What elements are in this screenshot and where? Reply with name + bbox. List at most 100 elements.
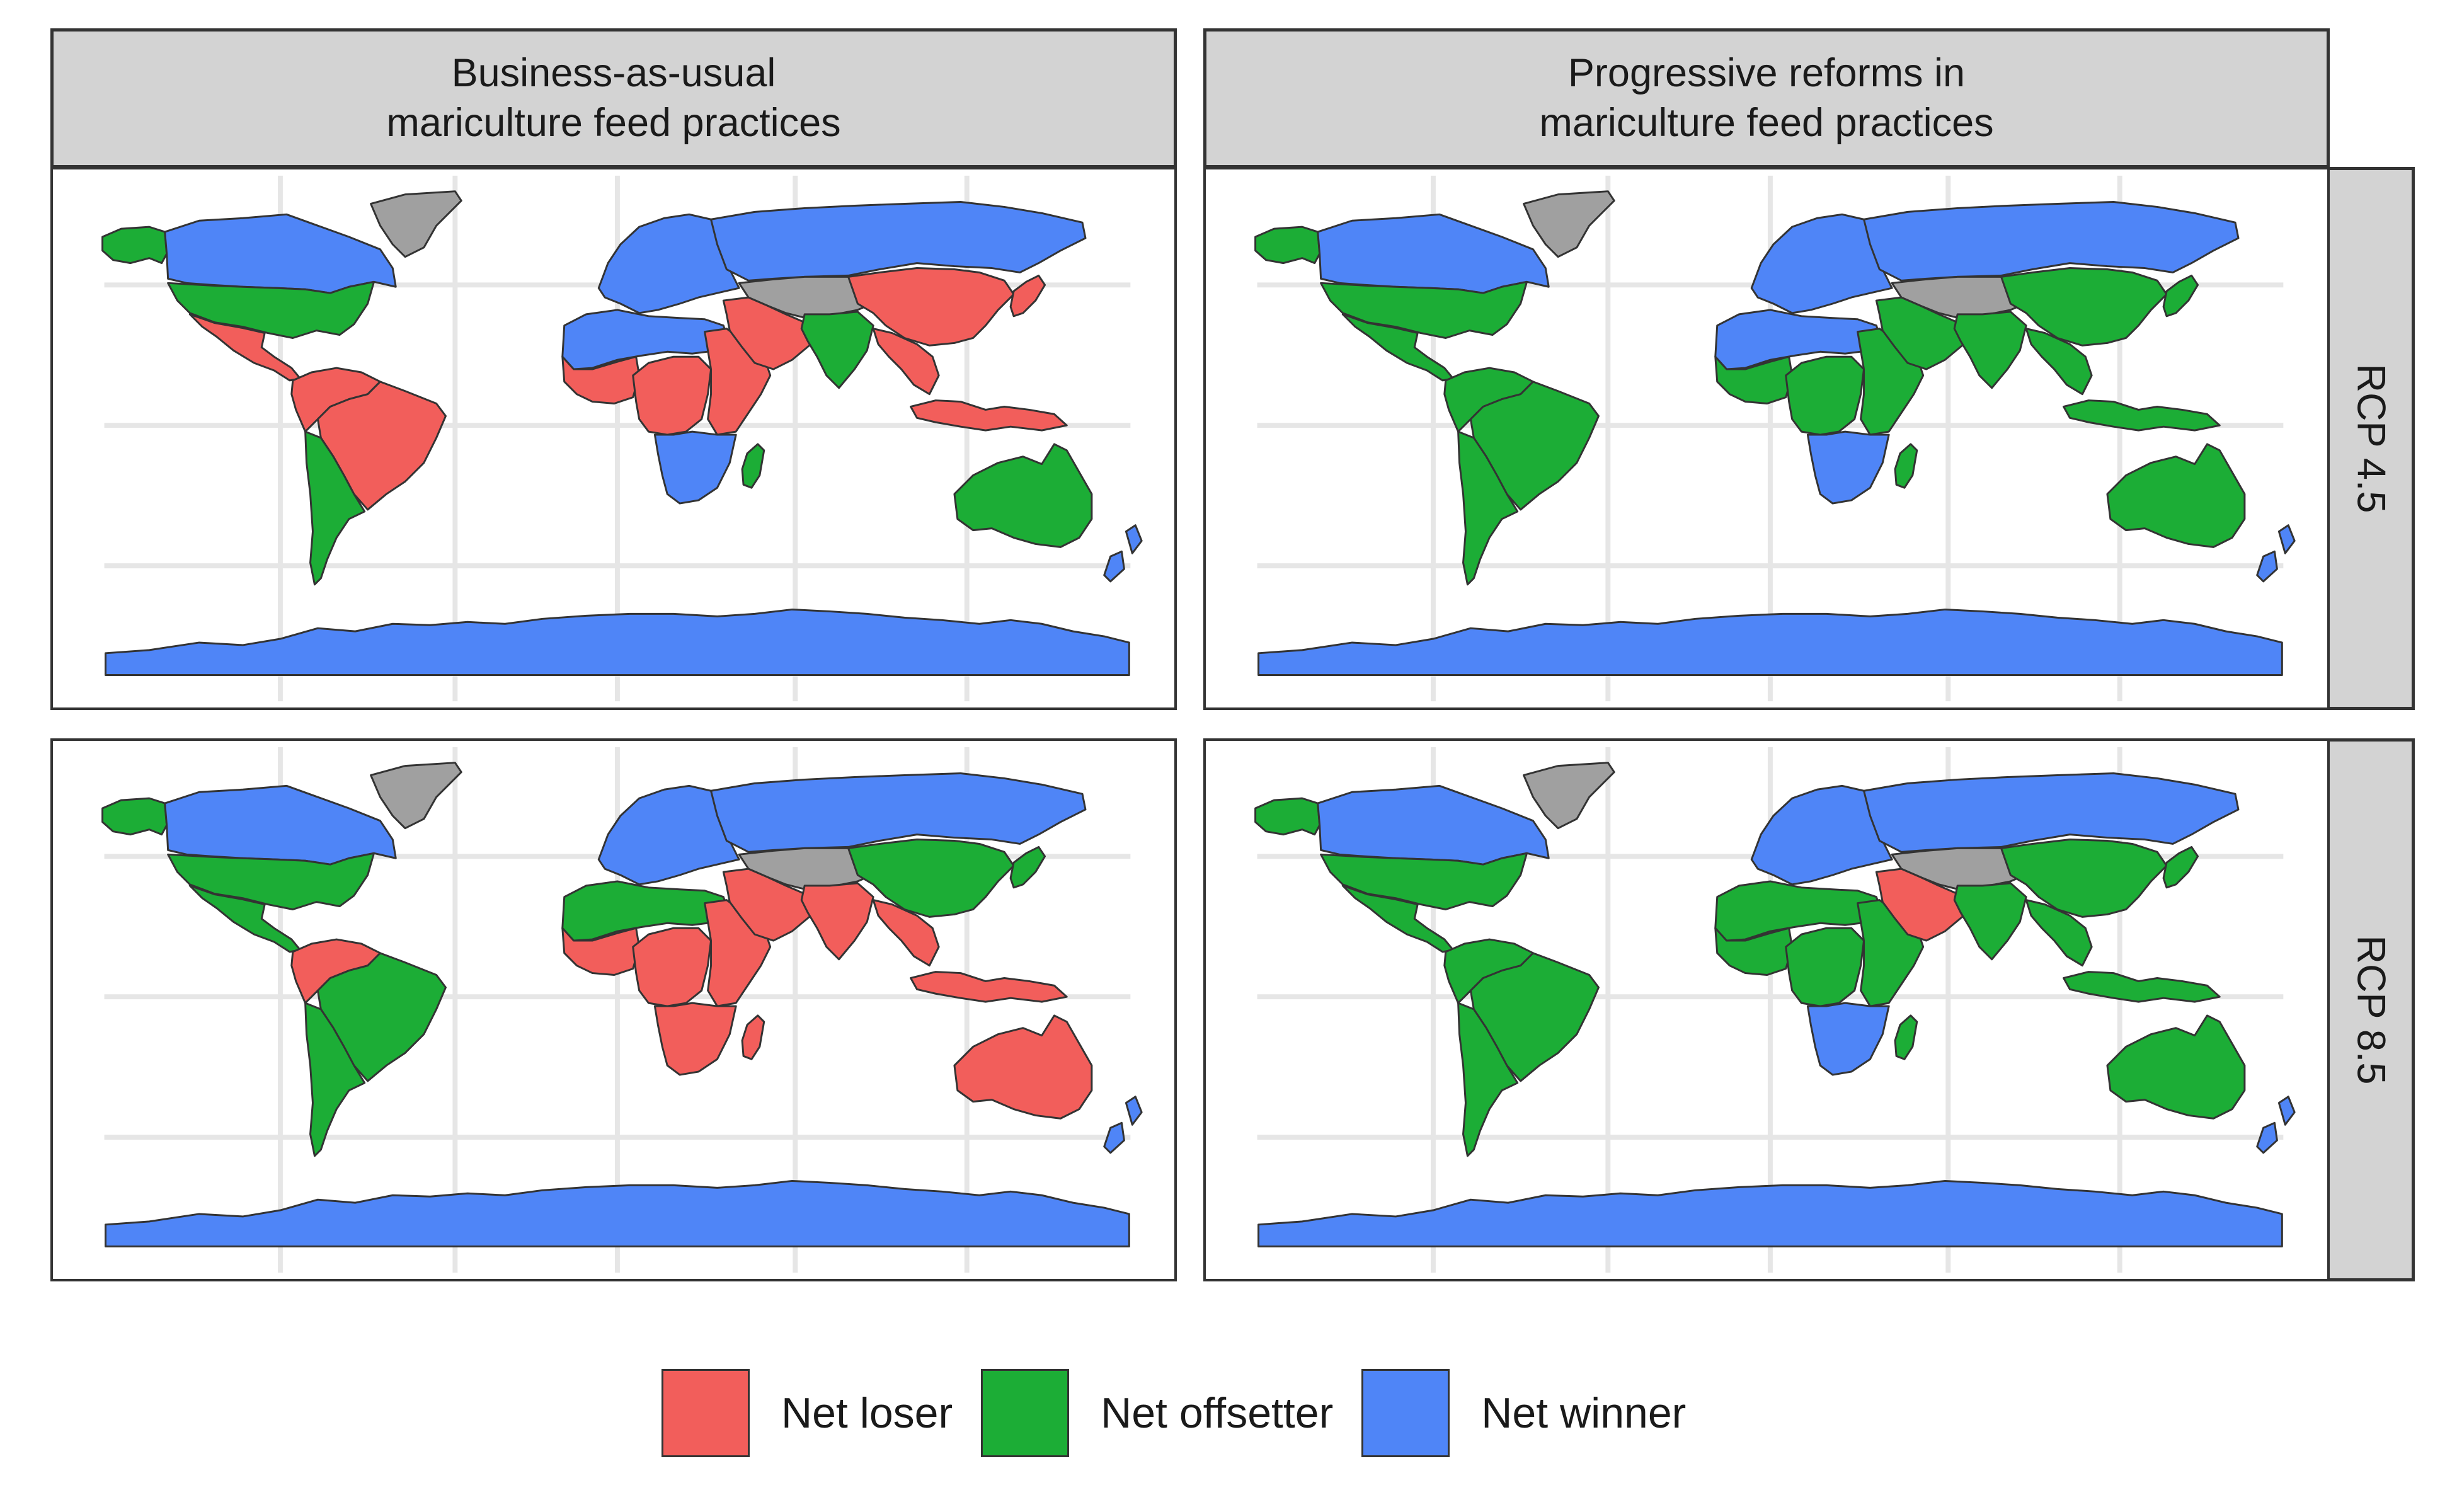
legend-item-net-offsetter: Net offsetter	[981, 1369, 1333, 1457]
region-southeast-asia	[872, 899, 940, 967]
column-label: Progressive reforms in mariculture feed …	[1539, 51, 1994, 145]
region-australia	[2106, 443, 2246, 548]
column-strip-progressive-reforms: Progressive reforms in mariculture feed …	[1203, 28, 2330, 168]
region-middle-east	[722, 296, 812, 370]
region-north-america	[164, 213, 397, 294]
region-europe	[597, 784, 740, 886]
region-russia	[710, 772, 1087, 853]
region-australia	[953, 1014, 1093, 1120]
row-strip-rcp-8-5: RCP 8.5	[2327, 738, 2415, 1281]
region-russia	[710, 201, 1087, 282]
region-north-america	[1317, 784, 1550, 866]
region-southeast-asia	[2025, 328, 2093, 396]
region-india	[800, 882, 874, 961]
region-alaska	[1254, 797, 1321, 836]
legend-item-net-winner: Net winner	[1361, 1369, 1686, 1457]
region-south-america-south	[304, 430, 366, 586]
legend-label: Net offsetter	[1101, 1389, 1334, 1437]
region-china	[847, 839, 1015, 918]
region-russia	[1863, 201, 2240, 282]
legend-key-net-winner	[1361, 1369, 1450, 1457]
region-alaska	[1254, 226, 1321, 265]
region-alaska	[101, 226, 168, 265]
region-central-africa	[632, 355, 713, 436]
region-middle-east	[1875, 868, 1965, 942]
region-south-america-south	[1457, 430, 1519, 586]
region-japan	[1009, 845, 1046, 889]
region-russia	[1863, 772, 2240, 853]
region-japan	[2162, 845, 2199, 889]
legend-label: Net winner	[1481, 1389, 1687, 1437]
region-indonesia	[2063, 399, 2221, 432]
region-middle-east	[1875, 296, 1965, 370]
legend: Net loser Net offsetter Net winner	[662, 1366, 1714, 1460]
row-label: RCP 4.5	[2349, 364, 2393, 513]
region-usa	[1320, 852, 1528, 910]
map-panel-bau-rcp45	[50, 167, 1177, 710]
region-europe	[597, 213, 740, 314]
map-panel-progressive-rcp45	[1203, 167, 2330, 710]
region-central-africa	[1785, 355, 1865, 436]
region-middle-east	[722, 868, 812, 942]
region-central-africa	[632, 927, 713, 1007]
region-antarctica	[105, 1179, 1130, 1247]
legend-label: Net loser	[781, 1389, 953, 1437]
region-india	[800, 311, 874, 389]
region-new-zealand	[1103, 1096, 1143, 1154]
region-europe	[1750, 213, 1893, 314]
region-japan	[1009, 274, 1046, 318]
map-panel-progressive-rcp85	[1203, 738, 2330, 1281]
region-southeast-asia	[872, 328, 940, 396]
region-greenland	[1523, 190, 1615, 258]
region-europe	[1750, 784, 1893, 886]
region-india	[1953, 311, 2027, 389]
region-indonesia	[910, 971, 1068, 1003]
region-south-america-south	[304, 1002, 366, 1157]
region-south-america-south	[1457, 1002, 1519, 1157]
region-southeast-asia	[2025, 899, 2093, 967]
region-madagascar	[1894, 443, 1918, 489]
region-greenland	[370, 190, 462, 258]
map-panel-bau-rcp85	[50, 738, 1177, 1281]
region-usa	[167, 280, 375, 339]
region-north-africa	[1714, 880, 1884, 942]
region-indonesia	[910, 399, 1068, 432]
region-north-africa	[561, 880, 731, 942]
region-alaska	[101, 797, 168, 836]
legend-key-net-loser	[662, 1369, 750, 1457]
region-southern-africa	[1806, 1002, 1890, 1076]
region-madagascar	[1894, 1014, 1918, 1060]
region-central-africa	[1785, 927, 1865, 1007]
region-north-america	[164, 784, 397, 866]
region-madagascar	[741, 1014, 765, 1060]
region-southern-africa	[653, 1002, 737, 1076]
region-southern-africa	[653, 430, 737, 505]
region-greenland	[370, 762, 462, 830]
region-china	[847, 267, 1015, 346]
region-usa	[167, 852, 375, 910]
region-antarctica	[1257, 1179, 2283, 1247]
row-label: RCP 8.5	[2349, 935, 2393, 1085]
region-indonesia	[2063, 971, 2221, 1003]
region-japan	[2162, 274, 2199, 318]
region-greenland	[1523, 762, 1615, 830]
column-strip-business-as-usual: Business-as-usual mariculture feed pract…	[50, 28, 1177, 168]
region-north-africa	[1714, 309, 1884, 370]
region-antarctica	[1257, 608, 2283, 676]
region-india	[1953, 882, 2027, 961]
region-madagascar	[741, 443, 765, 489]
region-new-zealand	[1103, 524, 1143, 583]
region-australia	[953, 443, 1093, 548]
region-new-zealand	[2256, 524, 2296, 583]
legend-key-net-offsetter	[981, 1369, 1070, 1457]
region-antarctica	[105, 608, 1130, 676]
region-new-zealand	[2256, 1096, 2296, 1154]
row-strip-rcp-4-5: RCP 4.5	[2327, 167, 2415, 710]
region-usa	[1320, 280, 1528, 339]
legend-item-net-loser: Net loser	[662, 1369, 953, 1457]
region-australia	[2106, 1014, 2246, 1120]
region-southern-africa	[1806, 430, 1890, 505]
region-china	[2000, 267, 2168, 346]
column-label: Business-as-usual mariculture feed pract…	[386, 51, 841, 145]
region-north-america	[1317, 213, 1550, 294]
